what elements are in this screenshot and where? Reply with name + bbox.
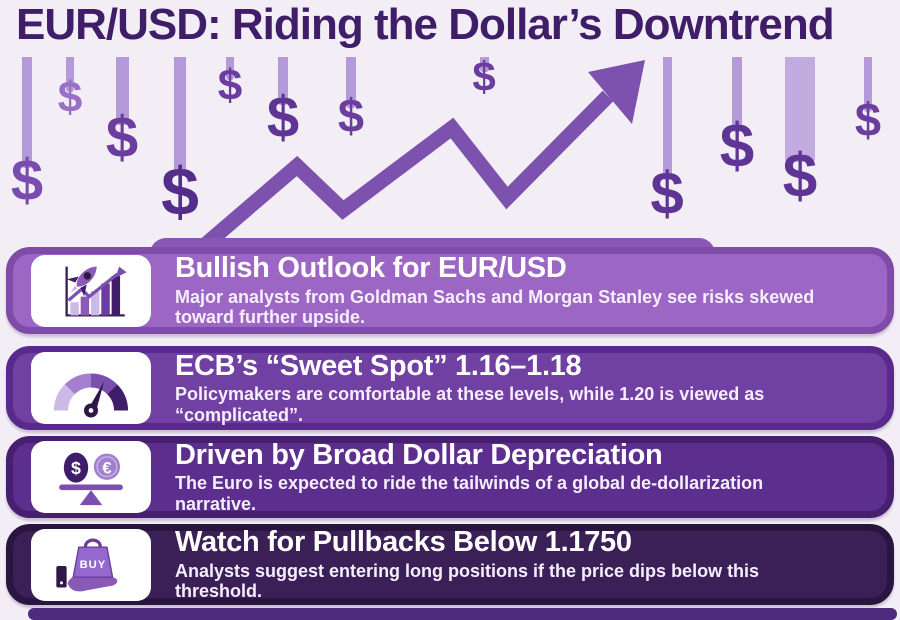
- banner-title: Bullish Outlook for EUR/USD: [175, 252, 567, 285]
- euro-coin-glyph: €: [102, 458, 112, 477]
- buy-label: BUY: [80, 558, 107, 570]
- banner-title: ECB’s “Sweet Spot” 1.16–1.18: [175, 349, 582, 382]
- dollar-sign-icon: $: [337, 89, 365, 142]
- string-line: [732, 57, 742, 132]
- balance-scale-icon: $ €: [31, 441, 151, 513]
- string-line: [346, 57, 356, 108]
- banner-subtitle: Policymakers are comfortable at these le…: [175, 384, 765, 425]
- string-line: [663, 57, 672, 180]
- rocket-growth-chart-icon: [31, 254, 151, 327]
- banner-dollar-depreciation: $ € Driven by Broad Dollar Depreciation …: [6, 436, 894, 518]
- bottom-bar-decoration: [28, 608, 897, 620]
- dollar-sign-icon: $: [217, 61, 243, 110]
- page-title: EUR/USD: Riding the Dollar’s Downtrend: [16, 0, 835, 49]
- string-line: [22, 57, 32, 168]
- string-line: [174, 57, 186, 175]
- dollar-coin-glyph: $: [71, 458, 81, 478]
- banner-ecb-sweet-spot: ECB’s “Sweet Spot” 1.16–1.18 Policymaker…: [6, 346, 894, 430]
- dollar-sign-icon: $: [472, 53, 496, 100]
- string-line: [226, 57, 234, 80]
- banner-title: Driven by Broad Dollar Depreciation: [175, 438, 663, 471]
- dollar-sign-icon: $: [854, 93, 882, 146]
- dollar-sign-icon: $: [57, 73, 83, 122]
- string-line: [480, 57, 489, 72]
- dollar-sign-icon: $: [266, 85, 300, 150]
- dollar-sign-icon: $: [650, 160, 684, 227]
- string-line: [785, 57, 815, 162]
- banner-title: Watch for Pullbacks Below 1.1750: [175, 526, 632, 559]
- gauge-icon: [31, 352, 151, 424]
- string-line: [66, 57, 74, 92]
- dollar-sign-icon: $: [10, 148, 44, 213]
- dollar-sign-icon: $: [719, 112, 755, 181]
- banner-watch-pullbacks: BUY Watch for Pullbacks Below 1.1750 Ana…: [6, 524, 894, 605]
- string-line: [278, 57, 288, 105]
- dollar-sign-icon: $: [782, 142, 818, 211]
- buy-bag-hand-icon: BUY: [31, 528, 151, 601]
- banner-subtitle: Analysts suggest entering long positions…: [175, 560, 760, 602]
- dollar-sign-icon: $: [161, 154, 199, 230]
- string-line: [116, 57, 129, 125]
- string-line: [864, 57, 872, 112]
- banner-subtitle: The Euro is expected to ride the tailwin…: [175, 473, 764, 514]
- dollar-sign-icon: $: [105, 105, 139, 170]
- banner-subtitle: Major analysts from Goldman Sachs and Mo…: [175, 286, 815, 328]
- banner-bullish-outlook: Bullish Outlook for EUR/USD Major analys…: [6, 247, 894, 334]
